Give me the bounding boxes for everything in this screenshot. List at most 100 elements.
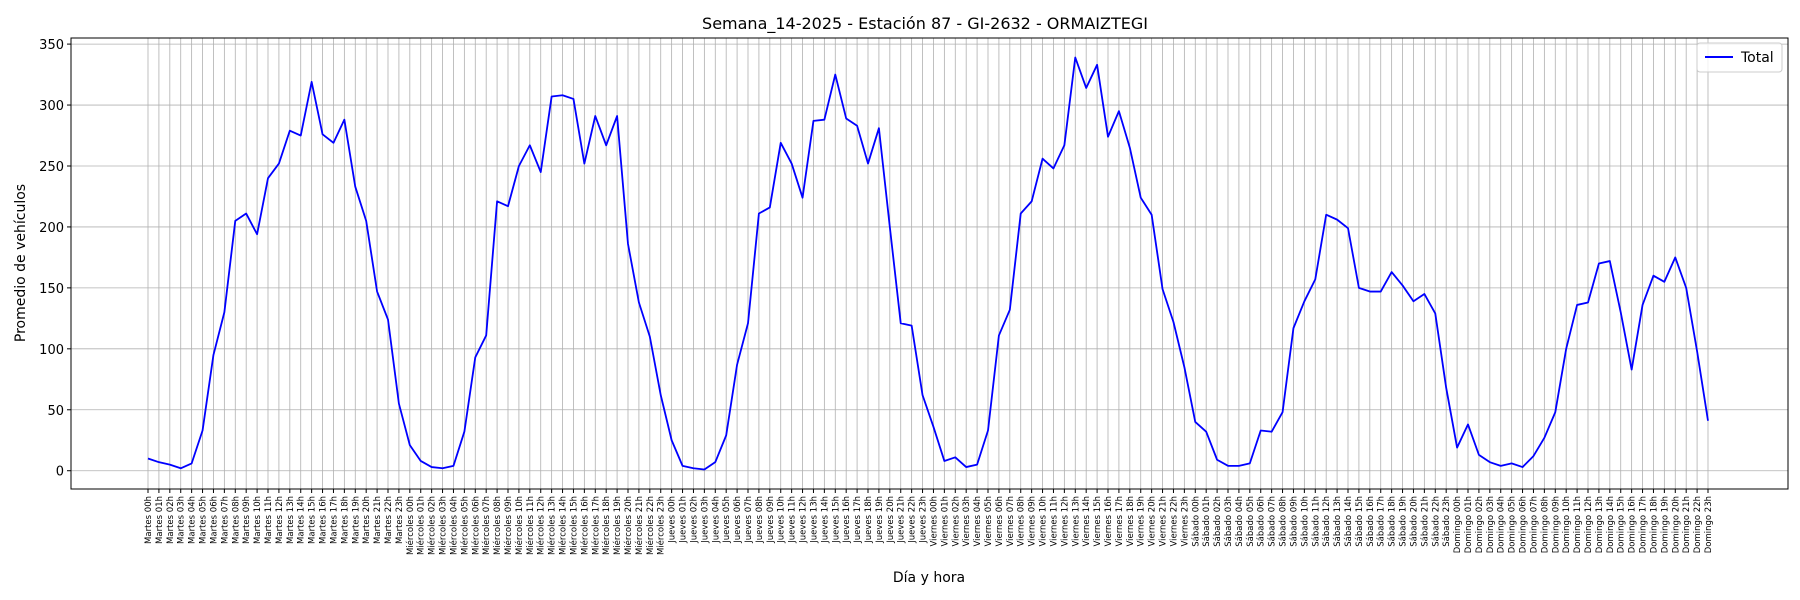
x-tick-label: Martes 08h — [231, 496, 241, 544]
x-tick-label: Martes 21h — [373, 496, 383, 544]
x-tick-label: Viernes 23h — [1180, 496, 1190, 547]
x-tick-label: Martes 06h — [209, 496, 219, 544]
x-tick-label: Domingo 10h — [1562, 496, 1572, 553]
x-tick-label: Sábado 19h — [1399, 496, 1409, 547]
y-tick-label: 50 — [47, 404, 64, 419]
x-tick-label: Martes 19h — [351, 496, 361, 544]
y-axis-label: Promedio de vehículos — [13, 184, 29, 342]
x-tick-label: Sábado 06h — [1257, 496, 1267, 547]
x-tick-label: Sábado 21h — [1420, 496, 1430, 547]
x-tick-label: Miércoles 15h — [568, 496, 579, 555]
x-tick-label: Miércoles 08h — [492, 496, 503, 555]
x-tick-label: Miércoles 21h — [634, 496, 645, 555]
series-line-total — [147, 56, 1709, 471]
x-tick-label: Domingo 11h — [1573, 496, 1583, 553]
x-tick-label: Domingo 03h — [1486, 496, 1496, 553]
x-tick-label: Miércoles 02h — [427, 496, 438, 555]
x-tick-label: Domingo 12h — [1584, 496, 1594, 553]
x-tick-label: Martes 12h — [275, 496, 285, 544]
x-tick-label: Viernes 06h — [995, 496, 1005, 547]
x-tick-label: Domingo 09h — [1551, 496, 1561, 553]
x-tick-label: Domingo 05h — [1508, 496, 1518, 553]
x-tick-label: Martes 09h — [242, 496, 252, 544]
x-tick-label: Domingo 02h — [1475, 496, 1485, 553]
x-tick-label: Miércoles 09h — [503, 496, 514, 555]
x-tick-label: Jueves 00h — [668, 496, 678, 544]
y-tick-label: 0 — [56, 465, 64, 480]
x-tick-label: Viernes 00h — [929, 496, 939, 547]
x-tick-label: Miércoles 16h — [579, 496, 590, 555]
y-tick-label: 300 — [39, 99, 64, 114]
x-tick-label: Jueves 08h — [755, 496, 765, 544]
x-tick-label: Sábado 16h — [1366, 496, 1376, 547]
x-tick-label: Viernes 07h — [1006, 496, 1016, 547]
x-tick-label: Viernes 18h — [1126, 496, 1136, 547]
x-tick-label: Jueves 23h — [919, 496, 929, 544]
x-tick-label: Sábado 10h — [1300, 496, 1310, 547]
x-tick-label: Domingo 07h — [1529, 496, 1539, 553]
x-tick-label: Jueves 13h — [809, 496, 819, 544]
x-tick-label: Miércoles 01h — [416, 496, 427, 555]
x-tick-label: Martes 04h — [188, 496, 198, 544]
x-tick-label: Jueves 11h — [788, 496, 798, 544]
x-tick-label: Jueves 10h — [777, 496, 787, 544]
x-tick-label: Viernes 14h — [1082, 496, 1092, 547]
x-tick-label: Viernes 10h — [1039, 496, 1049, 547]
x-tick-label: Domingo 13h — [1595, 496, 1605, 553]
x-tick-label: Sábado 04h — [1235, 496, 1245, 547]
x-tick-label: Miércoles 10h — [514, 496, 525, 555]
x-tick-label: Miércoles 13h — [547, 496, 558, 555]
x-tick-label: Jueves 17h — [853, 496, 863, 544]
y-tick-label: 250 — [39, 160, 64, 175]
x-tick-label: Miércoles 03h — [438, 496, 449, 555]
x-tick-label: Sábado 03h — [1224, 496, 1234, 547]
x-tick-label: Domingo 22h — [1693, 496, 1703, 553]
x-tick-label: Martes 03h — [177, 496, 187, 544]
x-tick-label: Martes 23h — [395, 496, 405, 544]
x-tick-label: Viernes 20h — [1148, 496, 1158, 547]
x-tick-label: Sábado 07h — [1268, 496, 1278, 547]
x-tick-label: Miércoles 20h — [623, 496, 634, 555]
x-tick-label: Martes 02h — [166, 496, 176, 544]
x-tick-label: Domingo 23h — [1704, 496, 1714, 553]
x-tick-label: Sábado 00h — [1191, 496, 1201, 547]
x-tick-label: Sábado 22h — [1431, 496, 1441, 547]
x-tick-label: Miércoles 00h — [405, 496, 416, 555]
x-tick-label: Jueves 21h — [897, 496, 907, 544]
x-tick-label: Viernes 13h — [1071, 496, 1081, 547]
grid-lines — [71, 38, 1788, 489]
x-tick-label: Jueves 15h — [831, 496, 841, 544]
x-tick-label: Jueves 14h — [820, 496, 830, 544]
x-tick-label: Martes 00h — [144, 496, 154, 544]
x-tick-label: Miércoles 17h — [590, 496, 601, 555]
x-tick-label: Martes 22h — [384, 496, 394, 544]
x-tick-label: Viernes 02h — [951, 496, 961, 547]
x-tick-label: Miércoles 14h — [558, 496, 569, 555]
x-tick-label: Miércoles 12h — [536, 496, 547, 555]
x-tick-label: Viernes 08h — [1017, 496, 1027, 547]
x-tick-label: Martes 20h — [362, 496, 372, 544]
x-tick-label: Viernes 05h — [984, 496, 994, 547]
x-tick-label: Viernes 09h — [1028, 496, 1038, 547]
x-tick-label: Viernes 12h — [1060, 496, 1070, 547]
x-tick-label: Domingo 16h — [1628, 496, 1638, 553]
x-tick-label: Jueves 20h — [886, 496, 896, 544]
x-tick-label: Jueves 09h — [766, 496, 776, 544]
y-tick-label: 200 — [39, 221, 64, 236]
x-tick-label: Domingo 04h — [1497, 496, 1507, 553]
x-tick-label: Jueves 22h — [908, 496, 918, 544]
x-tick-label: Sábado 09h — [1289, 496, 1299, 547]
x-tick-label: Domingo 18h — [1649, 496, 1659, 553]
x-tick-label: Martes 11h — [264, 496, 274, 544]
x-tick-label: Viernes 19h — [1137, 496, 1147, 547]
x-tick-label: Domingo 14h — [1606, 496, 1616, 553]
x-tick-label: Martes 17h — [329, 496, 339, 544]
y-tick-label: 150 — [39, 282, 64, 297]
x-tick-label: Sábado 14h — [1344, 496, 1354, 547]
x-tick-label: Jueves 18h — [864, 496, 874, 544]
x-tick-label: Sábado 11h — [1311, 496, 1321, 547]
x-tick-label: Jueves 12h — [799, 496, 809, 544]
x-tick-label: Viernes 03h — [962, 496, 972, 547]
x-tick-label: Miércoles 22h — [645, 496, 656, 555]
x-tick-label: Jueves 03h — [700, 496, 710, 544]
